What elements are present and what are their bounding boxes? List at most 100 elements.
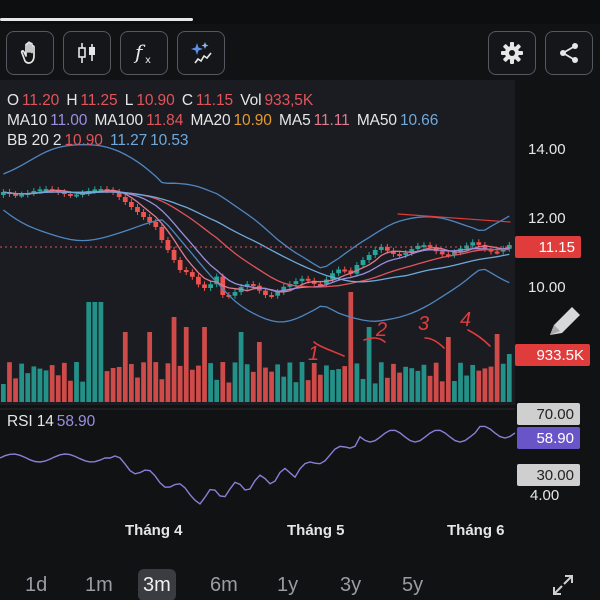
candle-body — [494, 251, 500, 254]
candle-body — [122, 197, 128, 202]
candle-body — [55, 190, 61, 193]
volume-bar — [104, 371, 110, 402]
ma50-value: 10.66 — [399, 112, 439, 129]
rsi-level-70: 70.00 — [517, 403, 580, 425]
volume-bar — [159, 379, 165, 402]
volume-bar — [287, 362, 293, 402]
share-button[interactable] — [545, 31, 593, 75]
price-chart-canvas[interactable]: 1 2 3 4 — [0, 80, 600, 520]
candle-body — [74, 194, 79, 197]
volume-bar — [116, 366, 122, 402]
candle-body — [129, 202, 134, 207]
candle-body — [43, 189, 49, 192]
settings-button[interactable] — [488, 31, 536, 75]
pencil-icon[interactable] — [550, 307, 580, 335]
candle-body — [244, 284, 250, 287]
volume-bar — [238, 332, 244, 402]
candle-body — [202, 284, 207, 288]
candle-body — [61, 192, 67, 195]
hand-tool-button[interactable] — [6, 31, 54, 75]
volume-bar — [281, 376, 287, 402]
volume-bar — [421, 364, 427, 402]
low-label: L — [124, 92, 134, 109]
volume-bar — [336, 369, 341, 402]
volume-bar — [141, 362, 146, 402]
candle-body — [275, 292, 281, 296]
volume-bar — [311, 363, 317, 402]
volume-bar — [458, 362, 463, 402]
period-6m[interactable]: 6m — [210, 574, 238, 596]
ma10-value: 11.00 — [50, 112, 88, 129]
volume-bar — [263, 367, 268, 402]
loading-progress — [0, 18, 193, 21]
candle-body — [378, 246, 384, 250]
function-icon: f x — [133, 40, 151, 66]
chart-area[interactable]: 1 2 3 4 O 11.20 H 11.25 L 10.90 C 11.15 Vol 9… — [0, 80, 600, 520]
volume-bar — [464, 375, 469, 402]
volume-bar — [177, 365, 183, 402]
candle-body — [330, 273, 335, 280]
chart-type-button[interactable] — [63, 31, 111, 75]
volume-bar — [7, 362, 12, 402]
candlestick-icon — [78, 43, 95, 63]
volume-bar — [317, 374, 323, 402]
ma100-label: MA100 — [94, 112, 144, 129]
volume-bar — [385, 377, 390, 402]
chart-toolbar: f x — [0, 28, 600, 78]
volume-label: Vol — [240, 92, 262, 109]
drawing-tools-button[interactable] — [177, 31, 225, 75]
bb-upper-value: 11.27 — [109, 132, 148, 149]
candle-body — [19, 194, 25, 197]
candle-body — [281, 286, 287, 293]
bb-label: BB 20 2 — [7, 132, 62, 149]
rsi-min-label: 4.00 — [530, 487, 560, 504]
ma5-value: 11.11 — [313, 112, 350, 129]
candle-body — [348, 270, 354, 274]
volume-bar — [500, 363, 506, 402]
volume-bar — [1, 384, 6, 402]
volume-bar — [445, 337, 451, 402]
volume-bar — [49, 365, 55, 402]
period-3m[interactable]: 3m — [138, 569, 176, 600]
volume-bar — [80, 381, 85, 402]
x-label-june: Tháng 6 — [447, 522, 505, 539]
volume-bar — [494, 334, 500, 402]
bb-middle-value: 10.90 — [64, 132, 103, 149]
volume-bar — [147, 332, 153, 402]
volume-bar — [293, 382, 299, 402]
annotation-label-2: 2 — [375, 319, 387, 341]
candle-body — [317, 283, 323, 286]
rsi-label: RSI 14 — [7, 413, 54, 430]
price-tick-10: 10.00 — [528, 279, 566, 296]
volume-bar — [153, 362, 159, 402]
volume-bar — [74, 362, 79, 402]
open-label: O — [7, 92, 19, 109]
sparkle-draw-icon — [191, 42, 212, 64]
indicator-button[interactable]: f x — [120, 31, 168, 75]
candle-body — [476, 242, 482, 245]
candle-body — [372, 250, 378, 255]
volume-bar — [110, 367, 116, 402]
candle-body — [385, 246, 390, 251]
candle-body — [214, 276, 220, 285]
volume-bar — [257, 342, 262, 402]
volume-bar — [232, 362, 238, 402]
candle-body — [92, 189, 98, 192]
x-label-april: Tháng 4 — [125, 522, 183, 539]
hand-drawn-annotations — [313, 213, 511, 357]
period-1y[interactable]: 1y — [277, 574, 299, 596]
period-3y[interactable]: 3y — [340, 574, 362, 596]
expand-icon[interactable] — [551, 573, 575, 597]
candle-body — [159, 227, 165, 240]
price-tick-12: 12.00 — [528, 210, 566, 227]
current-volume-badge: 933.5K — [515, 344, 590, 366]
period-1d[interactable]: 1d — [25, 574, 48, 596]
annotation-label-3: 3 — [418, 313, 429, 335]
candle-body — [415, 245, 421, 250]
volume-bar — [202, 327, 207, 402]
period-1m[interactable]: 1m — [85, 574, 113, 596]
annotation-label-4: 4 — [460, 309, 471, 331]
period-5y[interactable]: 5y — [402, 574, 424, 596]
volume-bar — [92, 302, 98, 402]
volume-bar — [342, 366, 348, 402]
